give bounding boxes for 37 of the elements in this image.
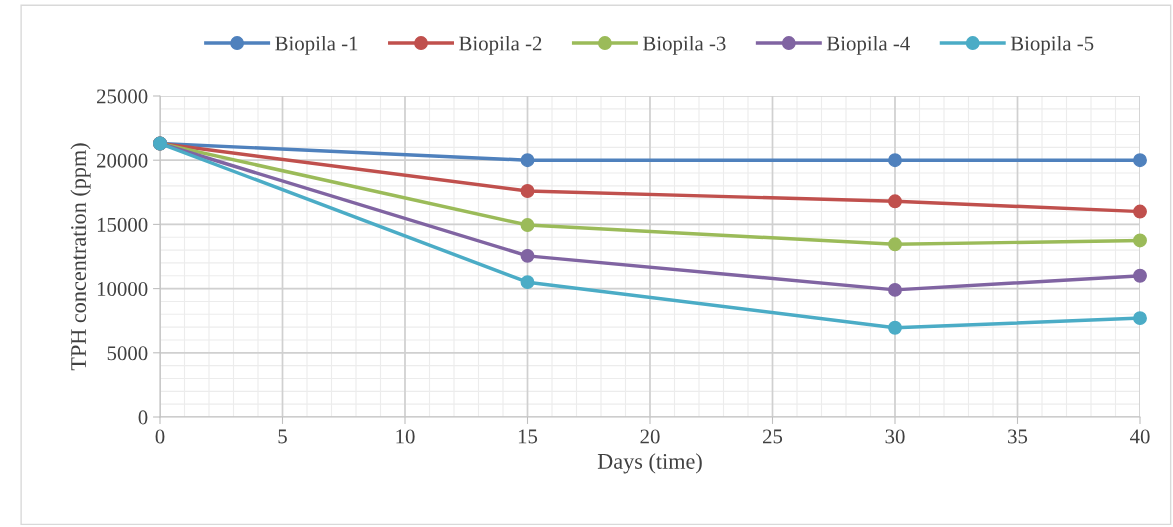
point bbox=[520, 275, 535, 290]
x-tick-label: 20 bbox=[640, 429, 660, 444]
point bbox=[1133, 311, 1147, 326]
point bbox=[1133, 233, 1147, 248]
legend-label: Biopila -1 bbox=[275, 35, 358, 55]
y-tick-label: 10000 bbox=[97, 281, 148, 297]
x-tick-label: 30 bbox=[885, 429, 905, 444]
y-tick-label: 5000 bbox=[107, 346, 148, 361]
y-tick-label: 20000 bbox=[97, 153, 148, 168]
legend-label: Biopila -3 bbox=[643, 35, 726, 55]
x-tick-label: 15 bbox=[518, 429, 538, 444]
point bbox=[1133, 204, 1147, 219]
point bbox=[888, 282, 902, 297]
y-axis-title: TPH concentration (ppm) bbox=[70, 143, 91, 371]
x-tick-label: 40 bbox=[1129, 429, 1150, 444]
point bbox=[888, 153, 902, 168]
x-tick-label: 5 bbox=[278, 429, 287, 444]
point bbox=[1133, 153, 1147, 168]
point bbox=[520, 248, 535, 263]
x-tick-label: 25 bbox=[763, 429, 783, 444]
point bbox=[520, 218, 535, 232]
x-tick-label: 10 bbox=[396, 429, 415, 444]
x-tick-label: 35 bbox=[1008, 429, 1028, 444]
legend-label: Biopila -2 bbox=[459, 35, 542, 55]
point bbox=[888, 194, 902, 209]
y-tick-label: 25000 bbox=[97, 89, 148, 104]
y-tick-label: 15000 bbox=[97, 217, 148, 232]
point bbox=[520, 153, 535, 168]
legend-label: Biopila -4 bbox=[826, 35, 910, 55]
point bbox=[1133, 268, 1147, 283]
legend-label: Biopila -5 bbox=[1010, 35, 1094, 55]
y-tick-label: 0 bbox=[138, 410, 148, 425]
point bbox=[888, 320, 902, 335]
x-axis-title: Days (time) bbox=[597, 453, 702, 474]
point bbox=[520, 184, 535, 198]
x-tick-label: 0 bbox=[155, 429, 165, 444]
point bbox=[888, 237, 902, 252]
